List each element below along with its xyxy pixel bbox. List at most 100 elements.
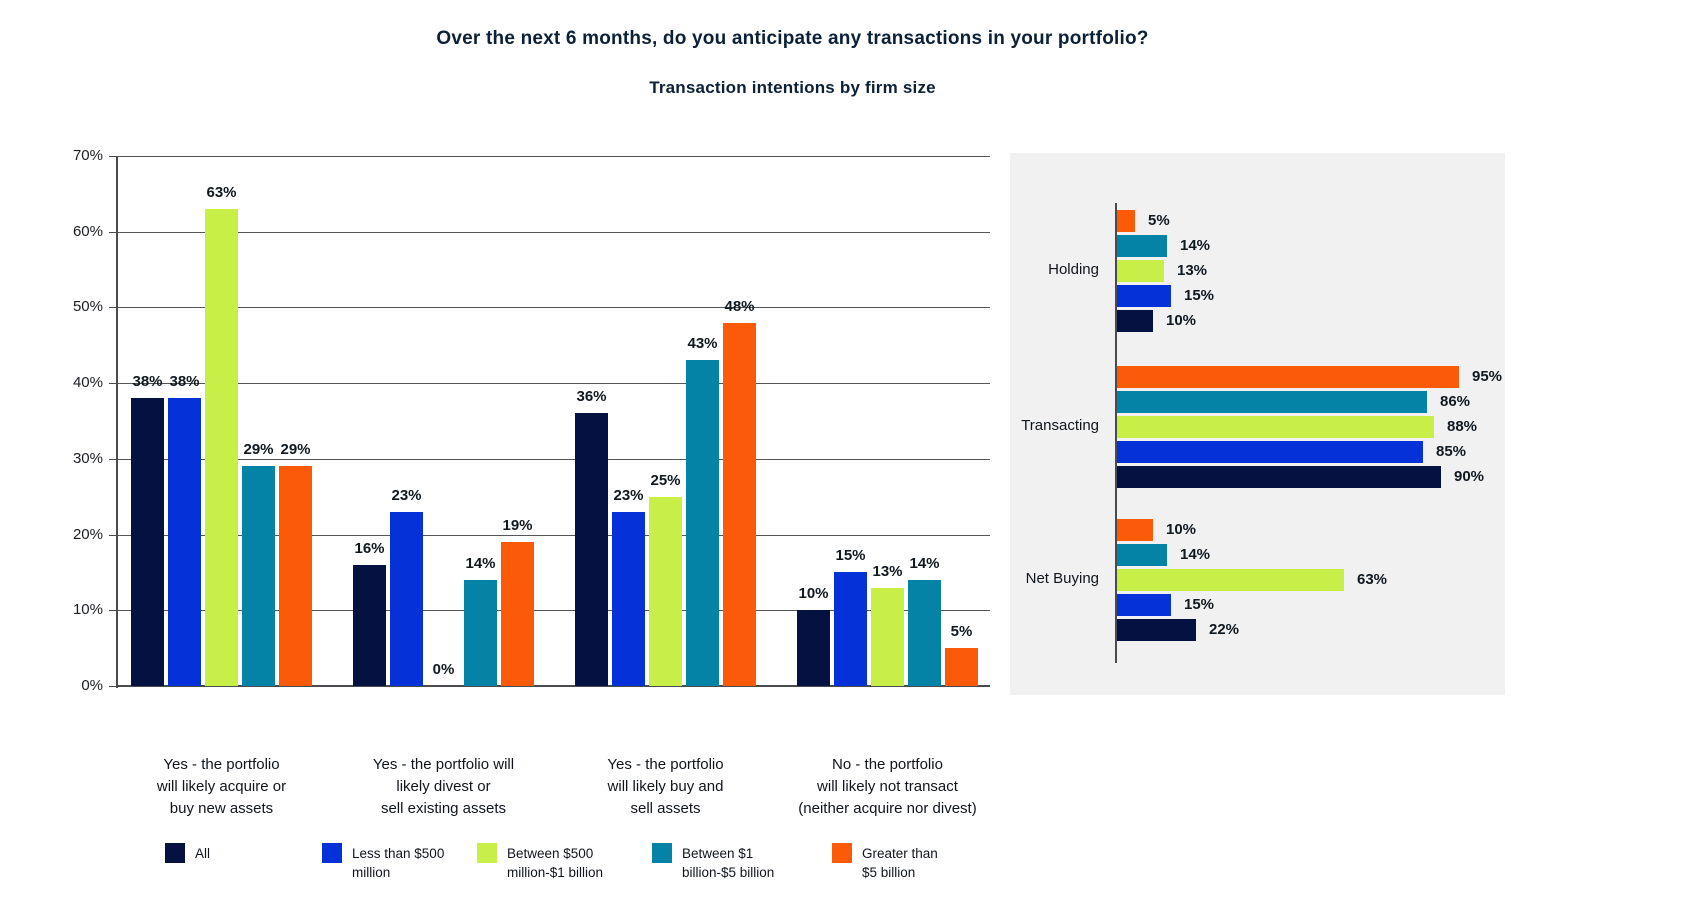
column-bar	[390, 512, 423, 686]
legend-item: Less than $500 million	[322, 843, 444, 882]
hbar	[1117, 260, 1164, 282]
hbar	[1117, 544, 1167, 566]
axis-tick	[109, 458, 116, 460]
column-bar	[797, 610, 830, 686]
hbar	[1117, 416, 1434, 438]
hbar-value-label: 86%	[1440, 393, 1471, 410]
column-bar	[834, 572, 867, 686]
bar-value-label: 48%	[724, 298, 755, 315]
hbar	[1117, 310, 1153, 332]
bar-value-label: 16%	[354, 540, 385, 557]
column-bar	[871, 588, 904, 686]
bar-value-label: 29%	[280, 441, 311, 458]
column-bar	[575, 413, 608, 686]
chart-subtitle: Transaction intentions by firm size	[649, 78, 936, 97]
y-axis-tick-label: 10%	[72, 601, 103, 619]
side-category-label: Net Buying	[1025, 570, 1099, 587]
gridline	[117, 685, 990, 687]
hbar	[1117, 210, 1135, 232]
side-category-label: Holding	[1048, 261, 1099, 278]
hbar-value-label: 13%	[1177, 262, 1208, 279]
x-axis-category-line: will likely not transact	[817, 778, 958, 795]
axis-tick	[109, 156, 116, 157]
legend-item: Between $1 billion-$5 billion	[652, 843, 774, 882]
hbar-value-label: 85%	[1436, 443, 1467, 460]
column-bar	[131, 398, 164, 686]
bar-value-label: 0%	[432, 661, 455, 678]
axis-tick	[109, 231, 116, 233]
y-axis-tick-label: 70%	[72, 147, 103, 164]
x-axis-category-line: Yes - the portfolio will	[372, 756, 515, 773]
side-axis-line	[1115, 203, 1117, 663]
hbar	[1117, 619, 1196, 641]
hbar-value-label: 14%	[1180, 237, 1211, 254]
hbar-value-label: 15%	[1184, 287, 1215, 304]
x-axis-category-line: Yes - the portfolio	[607, 756, 724, 773]
y-axis-tick-label: 0%	[81, 677, 103, 694]
legend-label: Between $1 billion-$5 billion	[682, 846, 775, 880]
hbar-value-label: 10%	[1166, 312, 1197, 329]
bar-value-label: 23%	[391, 487, 422, 504]
legend-item: Greater than $5 billion	[832, 843, 938, 882]
legend-item: All	[165, 843, 210, 863]
column-bar	[686, 360, 719, 686]
x-axis-category-line: sell assets	[630, 800, 701, 817]
x-axis-category-line: No - the portfolio	[832, 756, 943, 773]
hbar-value-label: 63%	[1357, 571, 1388, 588]
hbar	[1117, 569, 1344, 591]
legend-label: Between $500 million-$1 billion	[507, 846, 604, 880]
x-axis-category-label: Yes - the portfolio will likely buy and se…	[546, 754, 786, 820]
gridline	[117, 231, 990, 233]
hbar	[1117, 519, 1153, 541]
hbar-value-label: 14%	[1180, 546, 1211, 563]
hbar-value-label: 15%	[1184, 596, 1215, 613]
bar-value-label: 23%	[613, 487, 644, 504]
bar-value-label: 10%	[798, 585, 829, 602]
hbar	[1117, 366, 1459, 388]
chart-title: Over the next 6 months, do you anticipat…	[436, 28, 1149, 49]
bar-value-label: 38%	[132, 373, 163, 390]
bar-value-label: 5%	[950, 623, 973, 640]
column-bar	[649, 497, 682, 686]
hbar-value-label: 95%	[1472, 368, 1503, 385]
y-axis-tick-label: 20%	[72, 525, 103, 543]
y-axis-line	[116, 156, 118, 688]
x-axis-category-label: Yes - the portfolio will likely divest or…	[324, 754, 564, 820]
legend-swatch	[477, 843, 497, 863]
x-axis-category-line: sell existing assets	[380, 800, 507, 817]
y-axis-tick-label: 50%	[72, 298, 103, 316]
axis-tick	[109, 686, 116, 687]
hbar	[1117, 594, 1171, 616]
bar-value-label: 36%	[576, 388, 607, 405]
bar-value-label: 14%	[465, 555, 496, 572]
hbar	[1117, 235, 1167, 257]
axis-tick	[109, 383, 116, 385]
column-bar	[205, 209, 238, 686]
y-axis-tick-label: 60%	[72, 222, 103, 240]
gridline	[117, 383, 990, 385]
legend-label: Greater than $5 billion	[862, 846, 938, 880]
bar-value-label: 43%	[687, 335, 718, 352]
column-bar	[168, 398, 201, 686]
column-bar	[279, 466, 312, 686]
x-axis-category-line: will likely acquire or	[156, 778, 287, 795]
bar-value-label: 29%	[243, 441, 274, 458]
bar-value-label: 15%	[835, 547, 866, 564]
legend-swatch	[652, 843, 672, 863]
hbar-value-label: 90%	[1454, 468, 1485, 485]
y-axis-tick-label: 40%	[72, 374, 103, 392]
bar-value-label: 63%	[206, 184, 237, 201]
hbar	[1117, 466, 1441, 488]
x-axis-category-line: likely divest or	[396, 778, 491, 795]
bar-value-label: 38%	[169, 373, 200, 390]
gridline	[117, 156, 990, 157]
hbar-value-label: 5%	[1148, 212, 1170, 229]
hbar	[1117, 391, 1427, 413]
hbar-value-label: 10%	[1166, 521, 1197, 538]
axis-tick	[109, 307, 116, 309]
y-axis-tick-label: 30%	[72, 449, 103, 467]
hbar	[1117, 441, 1423, 463]
legend-label: Less than $500 million	[352, 846, 445, 880]
legend-swatch	[832, 843, 852, 863]
